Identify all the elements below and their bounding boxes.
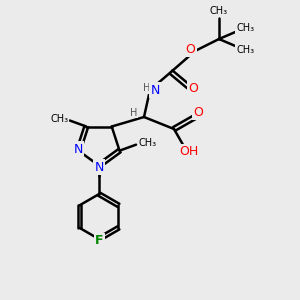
Text: H: H (143, 82, 150, 93)
Text: H: H (130, 107, 137, 118)
Text: N: N (151, 83, 160, 97)
Text: F: F (95, 234, 103, 247)
Text: CH₃: CH₃ (50, 114, 68, 124)
Text: O: O (186, 43, 195, 56)
Text: O: O (193, 106, 203, 119)
Text: N: N (94, 160, 104, 174)
Text: OH: OH (179, 145, 199, 158)
Text: N: N (74, 143, 83, 156)
Text: CH₃: CH₃ (210, 6, 228, 16)
Text: CH₃: CH₃ (236, 22, 254, 33)
Text: O: O (189, 82, 198, 95)
Text: CH₃: CH₃ (236, 45, 254, 56)
Text: CH₃: CH₃ (139, 138, 157, 148)
